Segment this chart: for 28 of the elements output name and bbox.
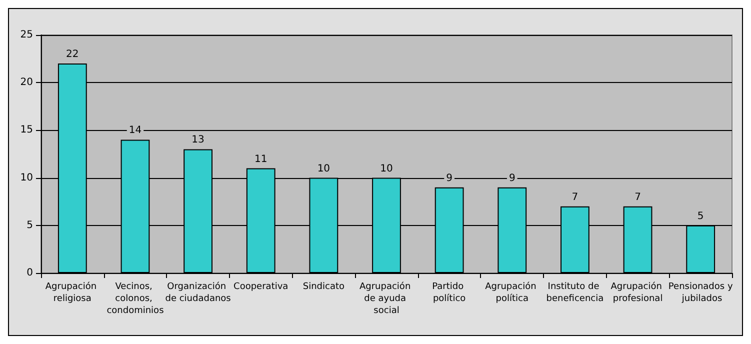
- y-tick-label: 25: [20, 30, 33, 40]
- data-label: 14: [128, 125, 142, 136]
- y-tick-label: 15: [20, 124, 33, 136]
- x-tick-label: Pensionados y jubilados: [668, 282, 734, 304]
- x-tick-label: Cooperativa: [234, 282, 288, 292]
- data-label: 22: [66, 49, 79, 60]
- x-tick-label: Partido político: [432, 282, 466, 304]
- y-tick-label: 5: [26, 220, 33, 231]
- x-tick-label: Instituto de beneficencia: [546, 282, 604, 304]
- y-tick-label: 20: [20, 77, 33, 88]
- data-label: 10: [317, 163, 330, 174]
- data-label: 13: [192, 134, 204, 146]
- x-tick-label: Vecinos, colonos, condominios: [106, 282, 164, 316]
- y-tick-label: 0: [26, 268, 33, 278]
- data-label: 5: [697, 210, 704, 222]
- x-tick-label: Agrupación de ayuda social: [359, 281, 414, 316]
- x-tick-label: Agrupación política: [485, 281, 540, 304]
- data-label: 9: [508, 172, 516, 184]
- x-tick-label: Sindicato: [302, 282, 345, 292]
- x-tick-label: Organización de ciudadanos: [165, 281, 232, 304]
- x-tick-label: Agrupación religiosa: [45, 281, 100, 304]
- data-label: 10: [380, 163, 393, 174]
- data-label: 11: [254, 154, 268, 165]
- data-label: 7: [572, 192, 578, 203]
- data-label: 9: [446, 172, 453, 184]
- x-tick-label: Agrupación profesional: [610, 281, 665, 304]
- y-tick-label: 10: [20, 172, 33, 184]
- data-label: 7: [634, 192, 641, 203]
